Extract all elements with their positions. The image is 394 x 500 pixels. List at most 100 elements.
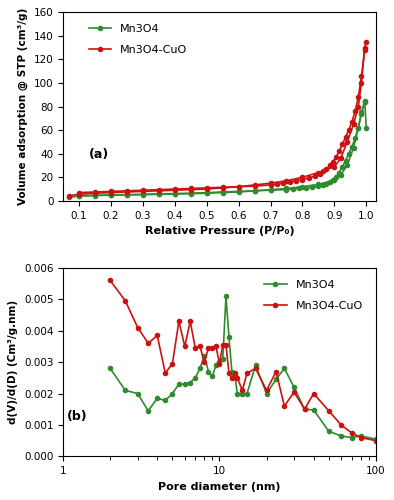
Mn3O4-CuO bbox=[177, 318, 181, 324]
Mn3O4 bbox=[210, 374, 215, 380]
Mn3O4-CuO bbox=[163, 370, 167, 376]
Mn3O4 bbox=[359, 110, 364, 116]
Mn3O4 bbox=[229, 368, 234, 374]
Mn3O4 bbox=[227, 334, 231, 340]
Mn3O4-CuO bbox=[202, 359, 207, 365]
Mn3O4-CuO bbox=[326, 408, 331, 414]
Mn3O4 bbox=[356, 125, 361, 131]
Mn3O4-CuO bbox=[188, 186, 193, 192]
Mn3O4 bbox=[197, 366, 202, 372]
Mn3O4-CuO bbox=[108, 278, 113, 283]
Mn3O4-CuO bbox=[264, 388, 269, 394]
Mn3O4 bbox=[77, 193, 82, 199]
Mn3O4-CuO bbox=[123, 298, 128, 304]
Mn3O4-CuO bbox=[311, 390, 316, 396]
Mn3O4-CuO bbox=[364, 39, 369, 45]
Mn3O4-CuO bbox=[206, 345, 211, 351]
Mn3O4-CuO bbox=[358, 434, 363, 440]
Line: Mn3O4: Mn3O4 bbox=[67, 98, 368, 200]
Mn3O4 bbox=[268, 186, 273, 192]
Legend: Mn3O4, Mn3O4-CuO: Mn3O4, Mn3O4-CuO bbox=[260, 276, 367, 316]
Mn3O4-CuO bbox=[282, 403, 287, 409]
Mn3O4 bbox=[338, 172, 343, 178]
Mn3O4 bbox=[67, 194, 72, 200]
Mn3O4-CuO bbox=[210, 345, 215, 351]
Mn3O4-CuO bbox=[316, 170, 321, 175]
Mn3O4-CuO bbox=[274, 368, 279, 374]
Mn3O4 bbox=[136, 390, 140, 396]
Mn3O4-CuO bbox=[253, 366, 258, 372]
Mn3O4-CuO bbox=[374, 438, 378, 444]
Mn3O4 bbox=[245, 390, 249, 396]
Mn3O4 bbox=[188, 380, 193, 386]
Mn3O4-CuO bbox=[302, 406, 307, 412]
Mn3O4 bbox=[163, 398, 167, 404]
Mn3O4-CuO bbox=[77, 192, 82, 198]
Mn3O4 bbox=[362, 98, 367, 103]
Mn3O4-CuO bbox=[362, 44, 367, 51]
Mn3O4-CuO bbox=[332, 164, 337, 170]
Mn3O4 bbox=[282, 366, 287, 372]
Mn3O4 bbox=[193, 375, 198, 381]
Mn3O4 bbox=[332, 177, 337, 183]
Mn3O4-CuO bbox=[232, 370, 237, 376]
Mn3O4 bbox=[141, 192, 145, 198]
Mn3O4-CuO bbox=[268, 180, 273, 186]
Mn3O4 bbox=[155, 396, 160, 402]
Mn3O4-CuO bbox=[349, 430, 354, 436]
Mn3O4 bbox=[109, 192, 113, 198]
Mn3O4-CuO bbox=[235, 375, 240, 381]
Mn3O4-CuO bbox=[300, 174, 305, 180]
Mn3O4 bbox=[223, 293, 228, 299]
Mn3O4 bbox=[364, 125, 369, 131]
Mn3O4-CuO bbox=[284, 178, 289, 184]
Mn3O4-CuO bbox=[229, 375, 234, 381]
Mn3O4-CuO bbox=[155, 332, 160, 338]
Text: (a): (a) bbox=[89, 148, 109, 162]
Mn3O4-CuO bbox=[245, 370, 249, 376]
Mn3O4 bbox=[284, 186, 289, 192]
Mn3O4-CuO bbox=[240, 388, 245, 394]
Mn3O4 bbox=[274, 376, 279, 382]
Mn3O4 bbox=[217, 359, 222, 365]
Mn3O4-CuO bbox=[170, 360, 175, 366]
Mn3O4 bbox=[374, 436, 378, 442]
Mn3O4-CuO bbox=[188, 318, 193, 324]
Mn3O4 bbox=[170, 390, 175, 396]
Mn3O4 bbox=[123, 388, 128, 394]
Mn3O4-CuO bbox=[356, 104, 361, 110]
Mn3O4 bbox=[220, 356, 225, 362]
Line: Mn3O4-CuO: Mn3O4-CuO bbox=[67, 40, 368, 198]
Mn3O4-CuO bbox=[220, 185, 225, 191]
Y-axis label: Volume adsorption @ STP (cm³/g): Volume adsorption @ STP (cm³/g) bbox=[18, 8, 28, 205]
Mn3O4-CuO bbox=[236, 184, 241, 190]
Mn3O4-CuO bbox=[359, 80, 364, 86]
Mn3O4 bbox=[316, 182, 321, 188]
Mn3O4 bbox=[302, 406, 307, 412]
Mn3O4 bbox=[236, 189, 241, 195]
Mn3O4 bbox=[202, 353, 207, 359]
Mn3O4 bbox=[156, 192, 161, 198]
X-axis label: Pore diameter (nm): Pore diameter (nm) bbox=[158, 482, 281, 492]
Mn3O4 bbox=[326, 428, 331, 434]
Mn3O4-CuO bbox=[338, 156, 343, 162]
Mn3O4-CuO bbox=[292, 389, 296, 395]
X-axis label: Relative Pressure (P/P₀): Relative Pressure (P/P₀) bbox=[145, 226, 294, 236]
Mn3O4 bbox=[300, 184, 305, 190]
Mn3O4 bbox=[108, 366, 113, 372]
Mn3O4 bbox=[351, 145, 356, 151]
Mn3O4 bbox=[358, 433, 363, 439]
Mn3O4-CuO bbox=[204, 186, 209, 192]
Mn3O4-CuO bbox=[136, 324, 140, 330]
Mn3O4-CuO bbox=[223, 342, 228, 348]
Mn3O4-CuO bbox=[156, 188, 161, 194]
Mn3O4 bbox=[214, 362, 218, 368]
Mn3O4-CuO bbox=[197, 344, 202, 349]
Mn3O4-CuO bbox=[339, 422, 344, 428]
Mn3O4-CuO bbox=[217, 360, 222, 366]
Mn3O4 bbox=[188, 191, 193, 197]
Mn3O4 bbox=[349, 434, 354, 440]
Mn3O4-CuO bbox=[351, 122, 356, 128]
Mn3O4-CuO bbox=[220, 342, 225, 348]
Mn3O4 bbox=[177, 381, 181, 387]
